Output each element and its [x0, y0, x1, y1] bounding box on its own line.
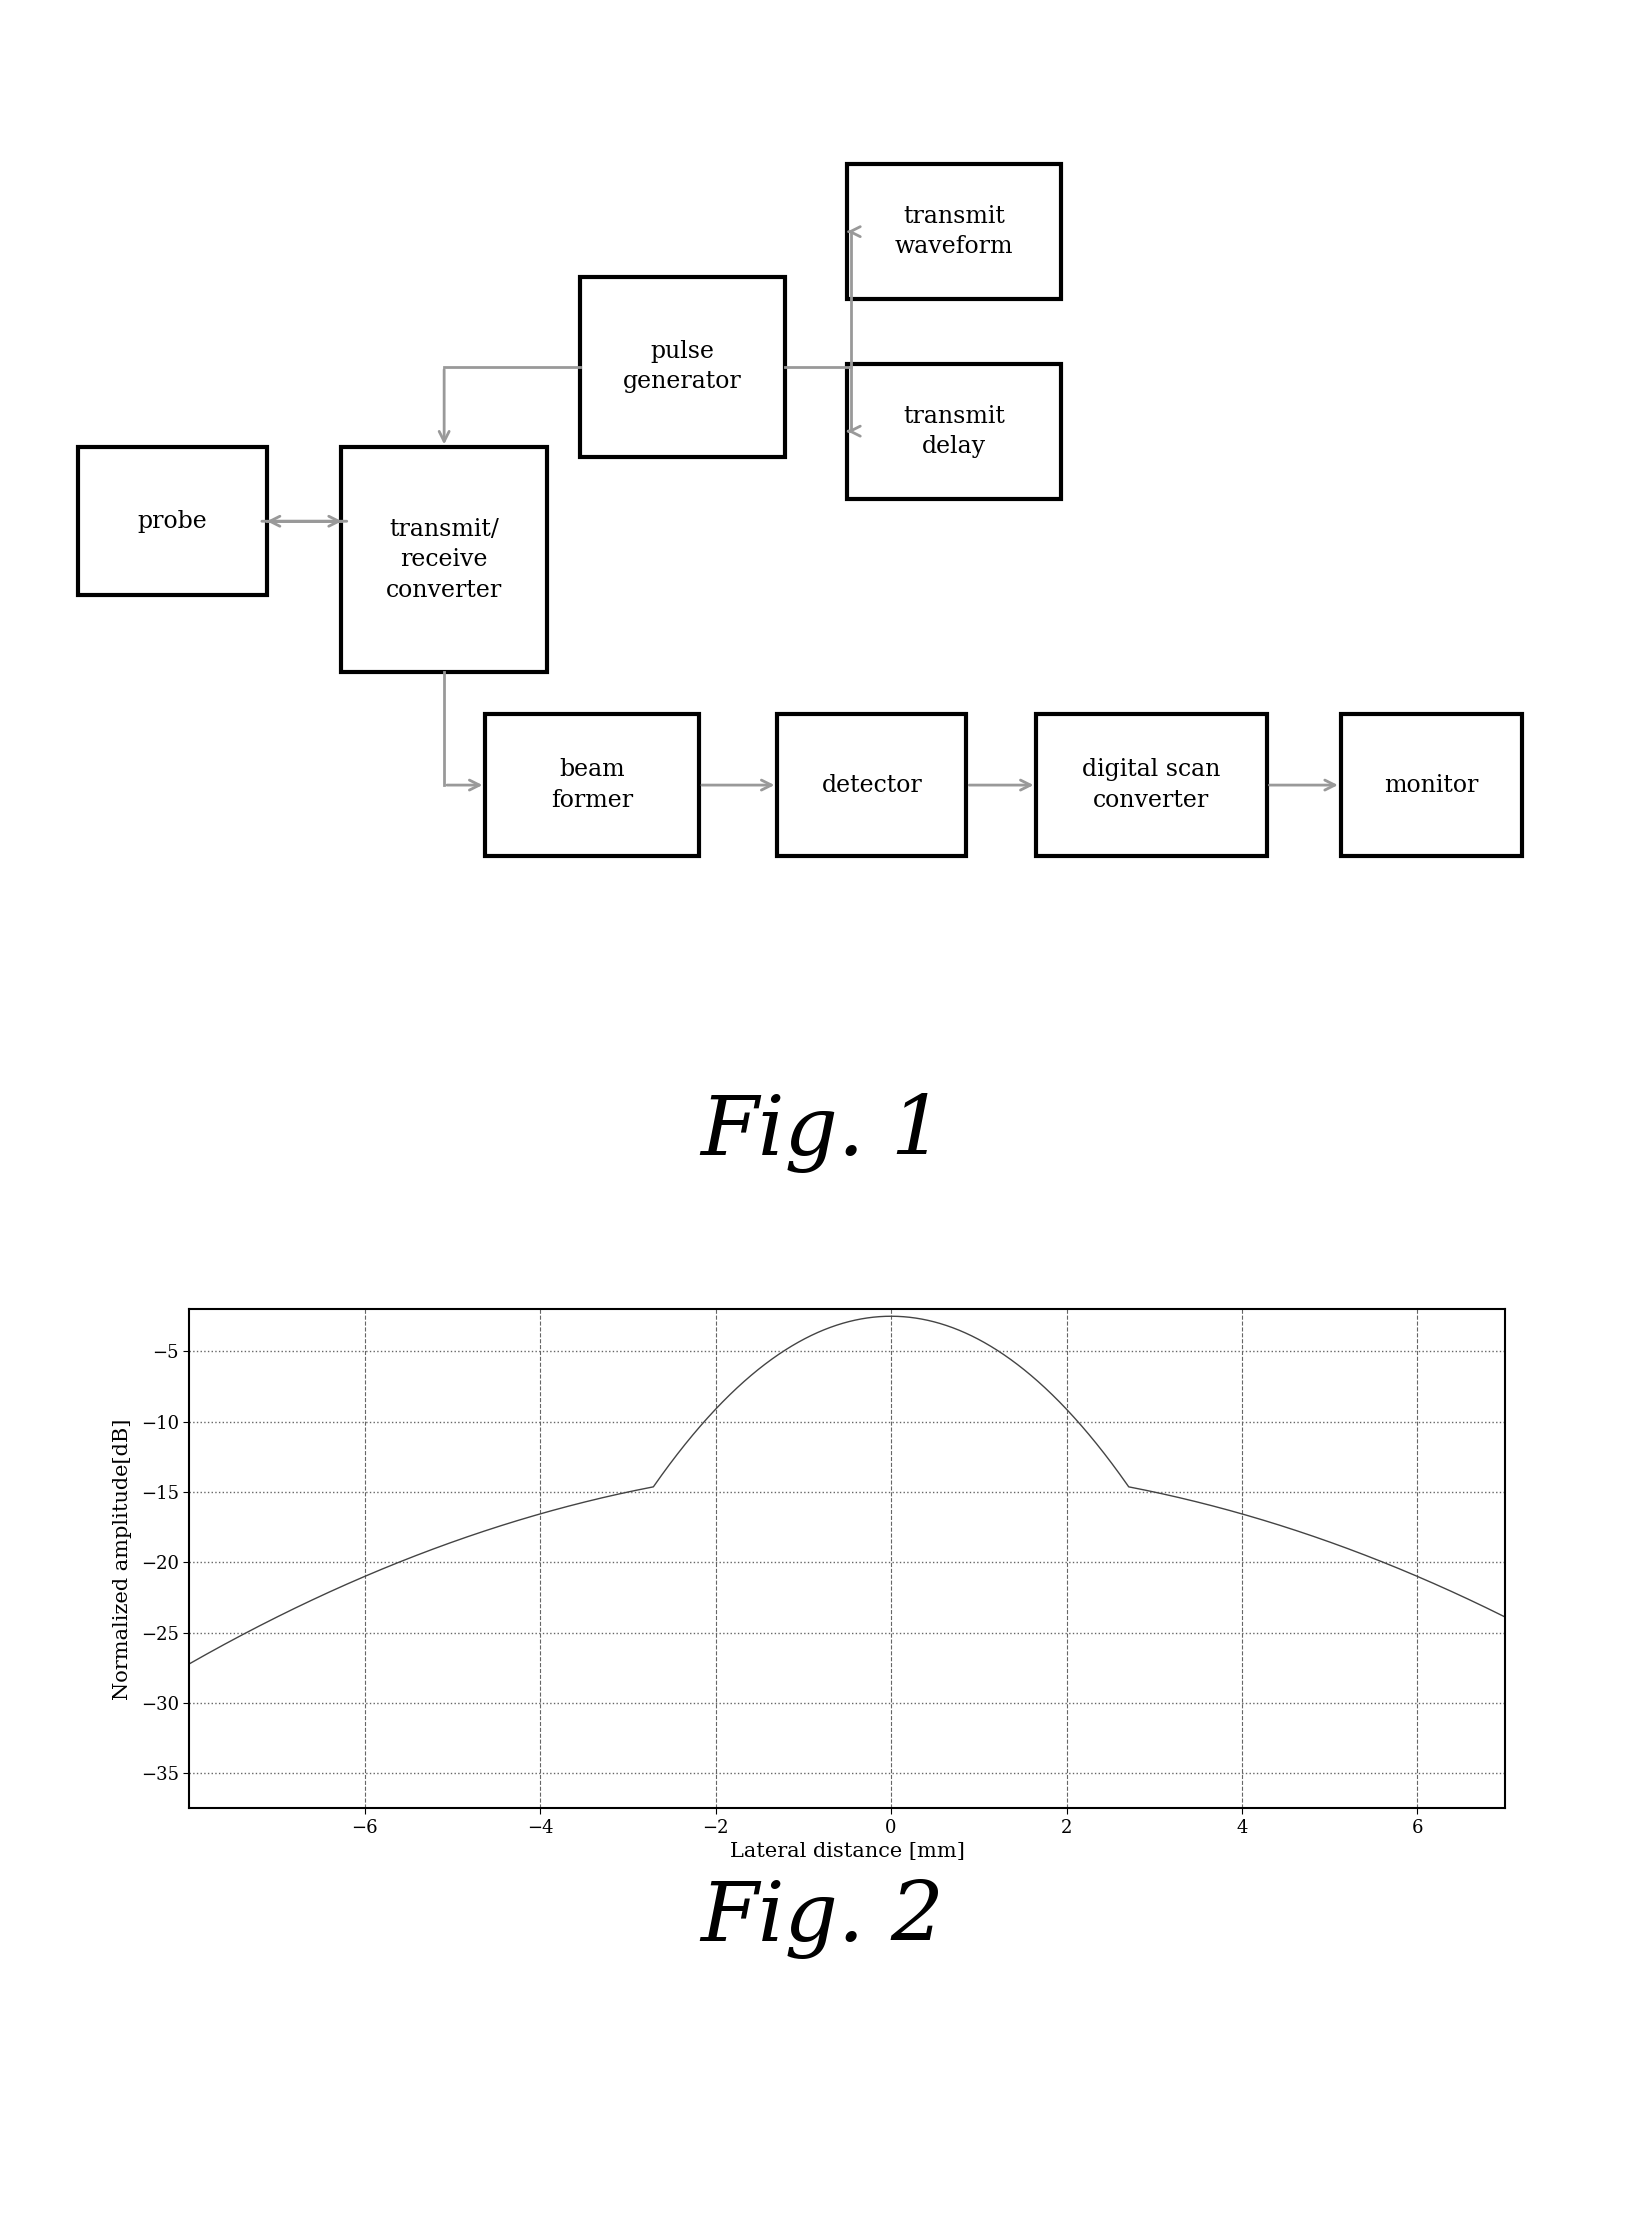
Bar [485, 715, 699, 857]
Text: pulse
generator: pulse generator [623, 340, 742, 393]
Bar [1036, 715, 1267, 857]
Bar [1341, 715, 1522, 857]
Bar [342, 448, 548, 672]
Text: digital scan
converter: digital scan converter [1082, 759, 1221, 812]
Bar [77, 448, 266, 595]
Bar [579, 277, 786, 457]
Text: transmit
waveform: transmit waveform [895, 204, 1013, 257]
Text: transmit
delay: transmit delay [903, 404, 1005, 457]
Text: monitor: monitor [1383, 774, 1479, 797]
Text: beam
former: beam former [551, 759, 633, 812]
Text: Fig. 1: Fig. 1 [701, 1092, 944, 1172]
Bar [847, 364, 1061, 499]
Y-axis label: Normalized amplitude[dB]: Normalized amplitude[dB] [114, 1418, 132, 1700]
Text: Fig. 2: Fig. 2 [701, 1879, 944, 1959]
Bar [778, 715, 967, 857]
Text: probe: probe [138, 510, 207, 533]
Text: transmit/
receive
converter: transmit/ receive converter [387, 519, 502, 601]
Bar [847, 164, 1061, 300]
X-axis label: Lateral distance [mm]: Lateral distance [mm] [730, 1842, 964, 1862]
Text: detector: detector [821, 774, 923, 797]
